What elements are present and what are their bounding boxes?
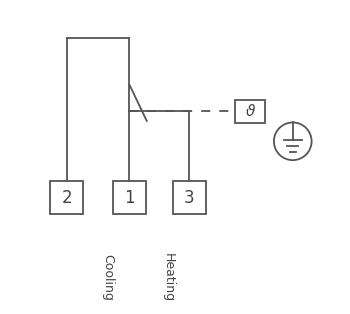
Bar <box>113 181 146 214</box>
Text: Heating: Heating <box>162 253 175 302</box>
Bar <box>173 181 205 214</box>
Bar <box>236 100 265 123</box>
Text: Cooling: Cooling <box>101 254 114 301</box>
Bar <box>50 181 83 214</box>
Text: ϑ: ϑ <box>246 104 255 119</box>
Text: 1: 1 <box>124 189 135 207</box>
Text: 2: 2 <box>61 189 72 207</box>
Text: 3: 3 <box>184 189 195 207</box>
